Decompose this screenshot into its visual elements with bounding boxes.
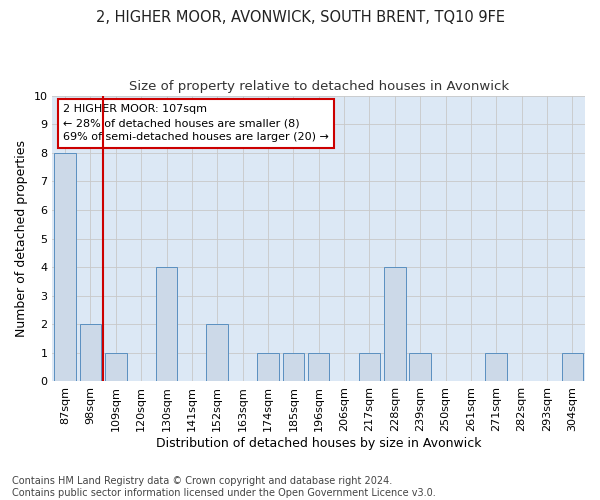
- Bar: [156, 267, 178, 382]
- Bar: [562, 353, 583, 382]
- Bar: [257, 353, 279, 382]
- Bar: [206, 324, 228, 382]
- Bar: [80, 324, 101, 382]
- Bar: [283, 353, 304, 382]
- Bar: [359, 353, 380, 382]
- Bar: [409, 353, 431, 382]
- Text: 2 HIGHER MOOR: 107sqm
← 28% of detached houses are smaller (8)
69% of semi-detac: 2 HIGHER MOOR: 107sqm ← 28% of detached …: [63, 104, 329, 142]
- Bar: [384, 267, 406, 382]
- Bar: [485, 353, 507, 382]
- X-axis label: Distribution of detached houses by size in Avonwick: Distribution of detached houses by size …: [156, 437, 481, 450]
- Text: Contains HM Land Registry data © Crown copyright and database right 2024.
Contai: Contains HM Land Registry data © Crown c…: [12, 476, 436, 498]
- Text: 2, HIGHER MOOR, AVONWICK, SOUTH BRENT, TQ10 9FE: 2, HIGHER MOOR, AVONWICK, SOUTH BRENT, T…: [95, 10, 505, 25]
- Bar: [105, 353, 127, 382]
- Y-axis label: Number of detached properties: Number of detached properties: [15, 140, 28, 337]
- Title: Size of property relative to detached houses in Avonwick: Size of property relative to detached ho…: [128, 80, 509, 93]
- Bar: [308, 353, 329, 382]
- Bar: [55, 152, 76, 382]
